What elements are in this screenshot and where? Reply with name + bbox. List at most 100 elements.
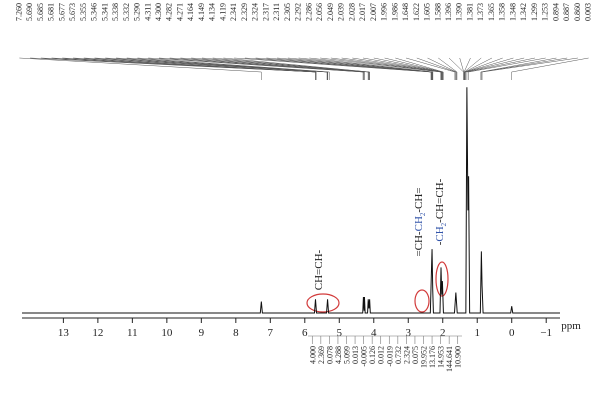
x-tick-label: 4 bbox=[371, 327, 377, 339]
peak-label: 4.119 bbox=[218, 3, 227, 21]
peak-connector bbox=[287, 57, 433, 80]
peak-connector bbox=[19, 57, 262, 80]
integral-label: 5.099 bbox=[343, 346, 352, 364]
peak-label: 5.355 bbox=[79, 3, 88, 21]
x-tick-label: 11 bbox=[127, 327, 138, 339]
peak-connector bbox=[459, 57, 465, 80]
peak-label: 5.681 bbox=[47, 3, 56, 21]
x-tick-label: 8 bbox=[233, 327, 239, 339]
annotation-text: -CH= bbox=[413, 187, 425, 212]
integral-label: 2.369 bbox=[317, 346, 326, 364]
peak-label: 0.887 bbox=[562, 3, 571, 21]
peak-label: 5.677 bbox=[57, 3, 66, 21]
peak-connector bbox=[223, 57, 370, 80]
integral-label: -0.019 bbox=[385, 346, 394, 367]
peak-label: 1.622 bbox=[412, 3, 421, 21]
peak-label: 2.049 bbox=[326, 3, 335, 21]
peak-connector bbox=[438, 57, 458, 80]
peak-label: 5.346 bbox=[90, 3, 99, 21]
peak-label: 2.341 bbox=[229, 3, 238, 21]
peak-connector bbox=[481, 57, 578, 80]
peak-label: 4.134 bbox=[208, 3, 217, 21]
integral-label: -0.005 bbox=[360, 346, 369, 367]
peak-connector bbox=[277, 57, 433, 80]
peak-label: 2.292 bbox=[294, 3, 303, 21]
peak-connector bbox=[464, 57, 482, 80]
peak-label: 2.286 bbox=[304, 3, 313, 21]
annotation-text: CH bbox=[413, 216, 425, 231]
peak-label: 4.271 bbox=[175, 3, 184, 21]
x-tick-label: 10 bbox=[161, 327, 173, 339]
x-tick-label: 2 bbox=[440, 327, 446, 339]
x-axis-label: ppm bbox=[561, 320, 581, 332]
integral-label: 19.952 bbox=[420, 346, 429, 368]
peak-connector bbox=[395, 57, 444, 80]
peak-label: 0.860 bbox=[573, 3, 582, 21]
integral-label: 4.000 bbox=[308, 346, 317, 364]
peak-label: 5.338 bbox=[111, 3, 120, 21]
peak-label: 2.305 bbox=[283, 3, 292, 21]
peak-label: 4.300 bbox=[154, 3, 163, 21]
peak-label: 2.028 bbox=[347, 3, 356, 21]
peak-label: 1.342 bbox=[519, 3, 528, 21]
x-tick-label: 9 bbox=[199, 327, 205, 339]
peak-connector bbox=[465, 57, 525, 80]
peak-label: 5.332 bbox=[122, 3, 131, 21]
peak-label: 1.253 bbox=[541, 3, 550, 21]
peak-label: 2.317 bbox=[261, 3, 270, 21]
x-tick-label: −1 bbox=[540, 327, 552, 339]
peak-label: 5.341 bbox=[100, 3, 109, 21]
highlight-circles bbox=[306, 261, 449, 313]
peak-label: 2.056 bbox=[315, 3, 324, 21]
peak-connector bbox=[416, 57, 457, 80]
peak-connector bbox=[405, 57, 456, 80]
integral-label: 14.953 bbox=[437, 346, 446, 368]
peak-label: 5.673 bbox=[68, 3, 77, 21]
integral-label: 0.732 bbox=[394, 346, 403, 364]
peak-label: 2.017 bbox=[358, 3, 367, 21]
peak-connector bbox=[463, 57, 471, 80]
annotation: CH=CH- bbox=[313, 249, 325, 290]
x-tick-label: 0 bbox=[509, 327, 515, 339]
peak-connector bbox=[511, 57, 589, 80]
x-tick-label: 3 bbox=[406, 327, 412, 339]
peak-connector bbox=[73, 57, 317, 80]
peak-label: 1.396 bbox=[444, 3, 453, 21]
circle bbox=[435, 261, 449, 297]
annotation: -CH2-CH=CH- bbox=[434, 178, 448, 245]
peak-label: 5.290 bbox=[133, 3, 142, 21]
peak-connector bbox=[309, 57, 434, 80]
peak-label: 1.365 bbox=[487, 3, 496, 21]
peak-label: 1.299 bbox=[530, 3, 539, 21]
peak-label: 0.003 bbox=[584, 3, 593, 21]
peak-label: 1.348 bbox=[508, 3, 517, 21]
peak-label: 2.324 bbox=[251, 3, 260, 21]
annotation-text: CH bbox=[434, 226, 446, 241]
annotation-text: CH=CH- bbox=[313, 249, 325, 290]
peak-label: 1.381 bbox=[465, 3, 474, 21]
peak-label: 1.986 bbox=[390, 3, 399, 21]
peak-connector bbox=[427, 57, 457, 80]
peak-label: 4.311 bbox=[143, 3, 152, 21]
x-tick-label: 6 bbox=[302, 327, 308, 339]
annotation-text: -CH=CH- bbox=[434, 178, 446, 222]
peak-label: 4.164 bbox=[186, 3, 195, 21]
circle bbox=[306, 293, 340, 313]
integral-label: 0.013 bbox=[351, 346, 360, 364]
peak-connector bbox=[180, 57, 365, 80]
peak-label: 1.373 bbox=[476, 3, 485, 21]
peak-label: 2.329 bbox=[240, 3, 249, 21]
peak-label: 1.648 bbox=[401, 3, 410, 21]
annotation-text: - bbox=[434, 241, 446, 245]
peak-label: 5.685 bbox=[36, 3, 45, 21]
integral-label: 2.324 bbox=[402, 346, 411, 364]
x-tick-label: 1 bbox=[474, 327, 480, 339]
circle bbox=[414, 289, 430, 313]
peak-label: 4.282 bbox=[165, 3, 174, 21]
spectrum-line bbox=[22, 87, 560, 314]
x-tick-label: 7 bbox=[268, 327, 274, 339]
peak-connector bbox=[464, 57, 503, 80]
peak-label: 2.007 bbox=[369, 3, 378, 21]
peak-connector bbox=[480, 57, 568, 80]
